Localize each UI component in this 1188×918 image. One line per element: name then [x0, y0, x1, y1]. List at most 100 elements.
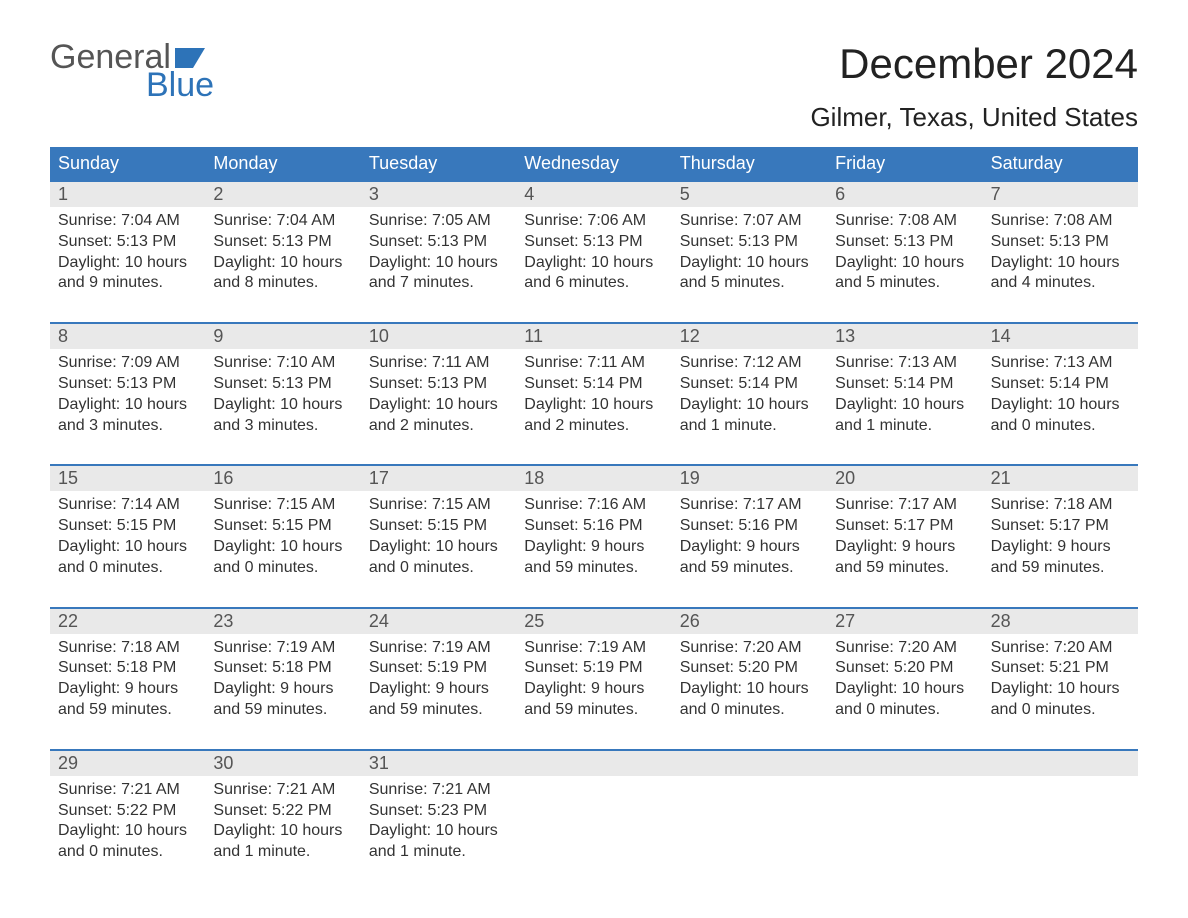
- daylight-text: Daylight: 10 hours: [369, 821, 508, 842]
- sunset-text: Sunset: 5:14 PM: [991, 374, 1130, 395]
- week-row: 1234567Sunrise: 7:04 AMSunset: 5:13 PMDa…: [50, 180, 1138, 312]
- sunset-text: Sunset: 5:19 PM: [369, 658, 508, 679]
- daylight-text: Daylight: 9 hours: [58, 679, 197, 700]
- sunrise-text: Sunrise: 7:19 AM: [213, 638, 352, 659]
- month-title: December 2024: [810, 40, 1138, 88]
- daylight-text: and 59 minutes.: [835, 558, 974, 579]
- daylight-text: and 3 minutes.: [213, 416, 352, 437]
- daylight-text: and 59 minutes.: [524, 558, 663, 579]
- daylight-text: Daylight: 10 hours: [369, 253, 508, 274]
- sunset-text: Sunset: 5:13 PM: [213, 232, 352, 253]
- daylight-text: Daylight: 10 hours: [991, 253, 1130, 274]
- daylight-text: Daylight: 10 hours: [680, 395, 819, 416]
- sunrise-text: Sunrise: 7:15 AM: [213, 495, 352, 516]
- day-cell: Sunrise: 7:21 AMSunset: 5:23 PMDaylight:…: [361, 776, 516, 881]
- daylight-text: and 6 minutes.: [524, 273, 663, 294]
- day-number: 3: [361, 182, 516, 207]
- weeks-container: 1234567Sunrise: 7:04 AMSunset: 5:13 PMDa…: [50, 180, 1138, 881]
- daylight-text: and 2 minutes.: [524, 416, 663, 437]
- sunrise-text: Sunrise: 7:21 AM: [58, 780, 197, 801]
- daynum-row: 891011121314: [50, 324, 1138, 349]
- day-cell: Sunrise: 7:15 AMSunset: 5:15 PMDaylight:…: [205, 491, 360, 596]
- daylight-text: and 9 minutes.: [58, 273, 197, 294]
- sunrise-text: Sunrise: 7:20 AM: [991, 638, 1130, 659]
- sunrise-text: Sunrise: 7:05 AM: [369, 211, 508, 232]
- daylight-text: Daylight: 10 hours: [991, 395, 1130, 416]
- dow-friday: Friday: [827, 147, 982, 180]
- daylight-text: Daylight: 10 hours: [835, 253, 974, 274]
- dow-wednesday: Wednesday: [516, 147, 671, 180]
- day-cell: Sunrise: 7:20 AMSunset: 5:21 PMDaylight:…: [983, 634, 1138, 739]
- day-number: 24: [361, 609, 516, 634]
- sunrise-text: Sunrise: 7:17 AM: [835, 495, 974, 516]
- day-cell: Sunrise: 7:19 AMSunset: 5:18 PMDaylight:…: [205, 634, 360, 739]
- sunset-text: Sunset: 5:13 PM: [991, 232, 1130, 253]
- day-cell: Sunrise: 7:21 AMSunset: 5:22 PMDaylight:…: [50, 776, 205, 881]
- day-cell: Sunrise: 7:17 AMSunset: 5:16 PMDaylight:…: [672, 491, 827, 596]
- day-number: 6: [827, 182, 982, 207]
- daylight-text: Daylight: 9 hours: [680, 537, 819, 558]
- daynum-row: 22232425262728: [50, 609, 1138, 634]
- sunrise-text: Sunrise: 7:09 AM: [58, 353, 197, 374]
- daylight-text: and 1 minute.: [369, 842, 508, 863]
- day-number: 14: [983, 324, 1138, 349]
- day-cell: Sunrise: 7:09 AMSunset: 5:13 PMDaylight:…: [50, 349, 205, 454]
- sunset-text: Sunset: 5:15 PM: [58, 516, 197, 537]
- day-number: 9: [205, 324, 360, 349]
- sunrise-text: Sunrise: 7:20 AM: [680, 638, 819, 659]
- day-number: 1: [50, 182, 205, 207]
- day-number: 15: [50, 466, 205, 491]
- logo-word2: Blue: [146, 68, 214, 102]
- daylight-text: Daylight: 10 hours: [213, 395, 352, 416]
- sunrise-text: Sunrise: 7:19 AM: [524, 638, 663, 659]
- day-cell: Sunrise: 7:08 AMSunset: 5:13 PMDaylight:…: [983, 207, 1138, 312]
- daylight-text: Daylight: 10 hours: [680, 253, 819, 274]
- week-row: 891011121314Sunrise: 7:09 AMSunset: 5:13…: [50, 322, 1138, 454]
- day-number: 27: [827, 609, 982, 634]
- daylight-text: and 1 minute.: [680, 416, 819, 437]
- sunrise-text: Sunrise: 7:08 AM: [991, 211, 1130, 232]
- sunset-text: Sunset: 5:18 PM: [213, 658, 352, 679]
- daylight-text: and 8 minutes.: [213, 273, 352, 294]
- sunset-text: Sunset: 5:14 PM: [835, 374, 974, 395]
- sunrise-text: Sunrise: 7:14 AM: [58, 495, 197, 516]
- day-number: 22: [50, 609, 205, 634]
- daylight-text: and 7 minutes.: [369, 273, 508, 294]
- sunset-text: Sunset: 5:13 PM: [835, 232, 974, 253]
- sunset-text: Sunset: 5:16 PM: [680, 516, 819, 537]
- daylight-text: Daylight: 10 hours: [58, 253, 197, 274]
- day-cell: [516, 776, 671, 881]
- header: General Blue December 2024 Gilmer, Texas…: [50, 40, 1138, 133]
- sunset-text: Sunset: 5:13 PM: [58, 374, 197, 395]
- daylight-text: Daylight: 10 hours: [213, 253, 352, 274]
- daylight-text: and 0 minutes.: [213, 558, 352, 579]
- sunset-text: Sunset: 5:14 PM: [680, 374, 819, 395]
- day-cell: Sunrise: 7:18 AMSunset: 5:18 PMDaylight:…: [50, 634, 205, 739]
- day-cell: Sunrise: 7:06 AMSunset: 5:13 PMDaylight:…: [516, 207, 671, 312]
- week-row: 15161718192021Sunrise: 7:14 AMSunset: 5:…: [50, 464, 1138, 596]
- week-row: 293031Sunrise: 7:21 AMSunset: 5:22 PMDay…: [50, 749, 1138, 881]
- day-cell: [827, 776, 982, 881]
- title-block: December 2024 Gilmer, Texas, United Stat…: [810, 40, 1138, 133]
- sunset-text: Sunset: 5:18 PM: [58, 658, 197, 679]
- sunset-text: Sunset: 5:16 PM: [524, 516, 663, 537]
- daylight-text: and 0 minutes.: [835, 700, 974, 721]
- sunset-text: Sunset: 5:22 PM: [213, 801, 352, 822]
- sunset-text: Sunset: 5:13 PM: [58, 232, 197, 253]
- sunrise-text: Sunrise: 7:04 AM: [213, 211, 352, 232]
- day-cell: Sunrise: 7:19 AMSunset: 5:19 PMDaylight:…: [361, 634, 516, 739]
- sunset-text: Sunset: 5:22 PM: [58, 801, 197, 822]
- daylight-text: Daylight: 9 hours: [213, 679, 352, 700]
- daynum-row: 1234567: [50, 182, 1138, 207]
- location: Gilmer, Texas, United States: [810, 102, 1138, 133]
- day-number: 29: [50, 751, 205, 776]
- sunset-text: Sunset: 5:20 PM: [680, 658, 819, 679]
- sunset-text: Sunset: 5:13 PM: [369, 232, 508, 253]
- week-row: 22232425262728Sunrise: 7:18 AMSunset: 5:…: [50, 607, 1138, 739]
- day-number: 2: [205, 182, 360, 207]
- daylight-text: and 59 minutes.: [991, 558, 1130, 579]
- day-number: 18: [516, 466, 671, 491]
- day-number: 16: [205, 466, 360, 491]
- sunset-text: Sunset: 5:17 PM: [835, 516, 974, 537]
- sunrise-text: Sunrise: 7:10 AM: [213, 353, 352, 374]
